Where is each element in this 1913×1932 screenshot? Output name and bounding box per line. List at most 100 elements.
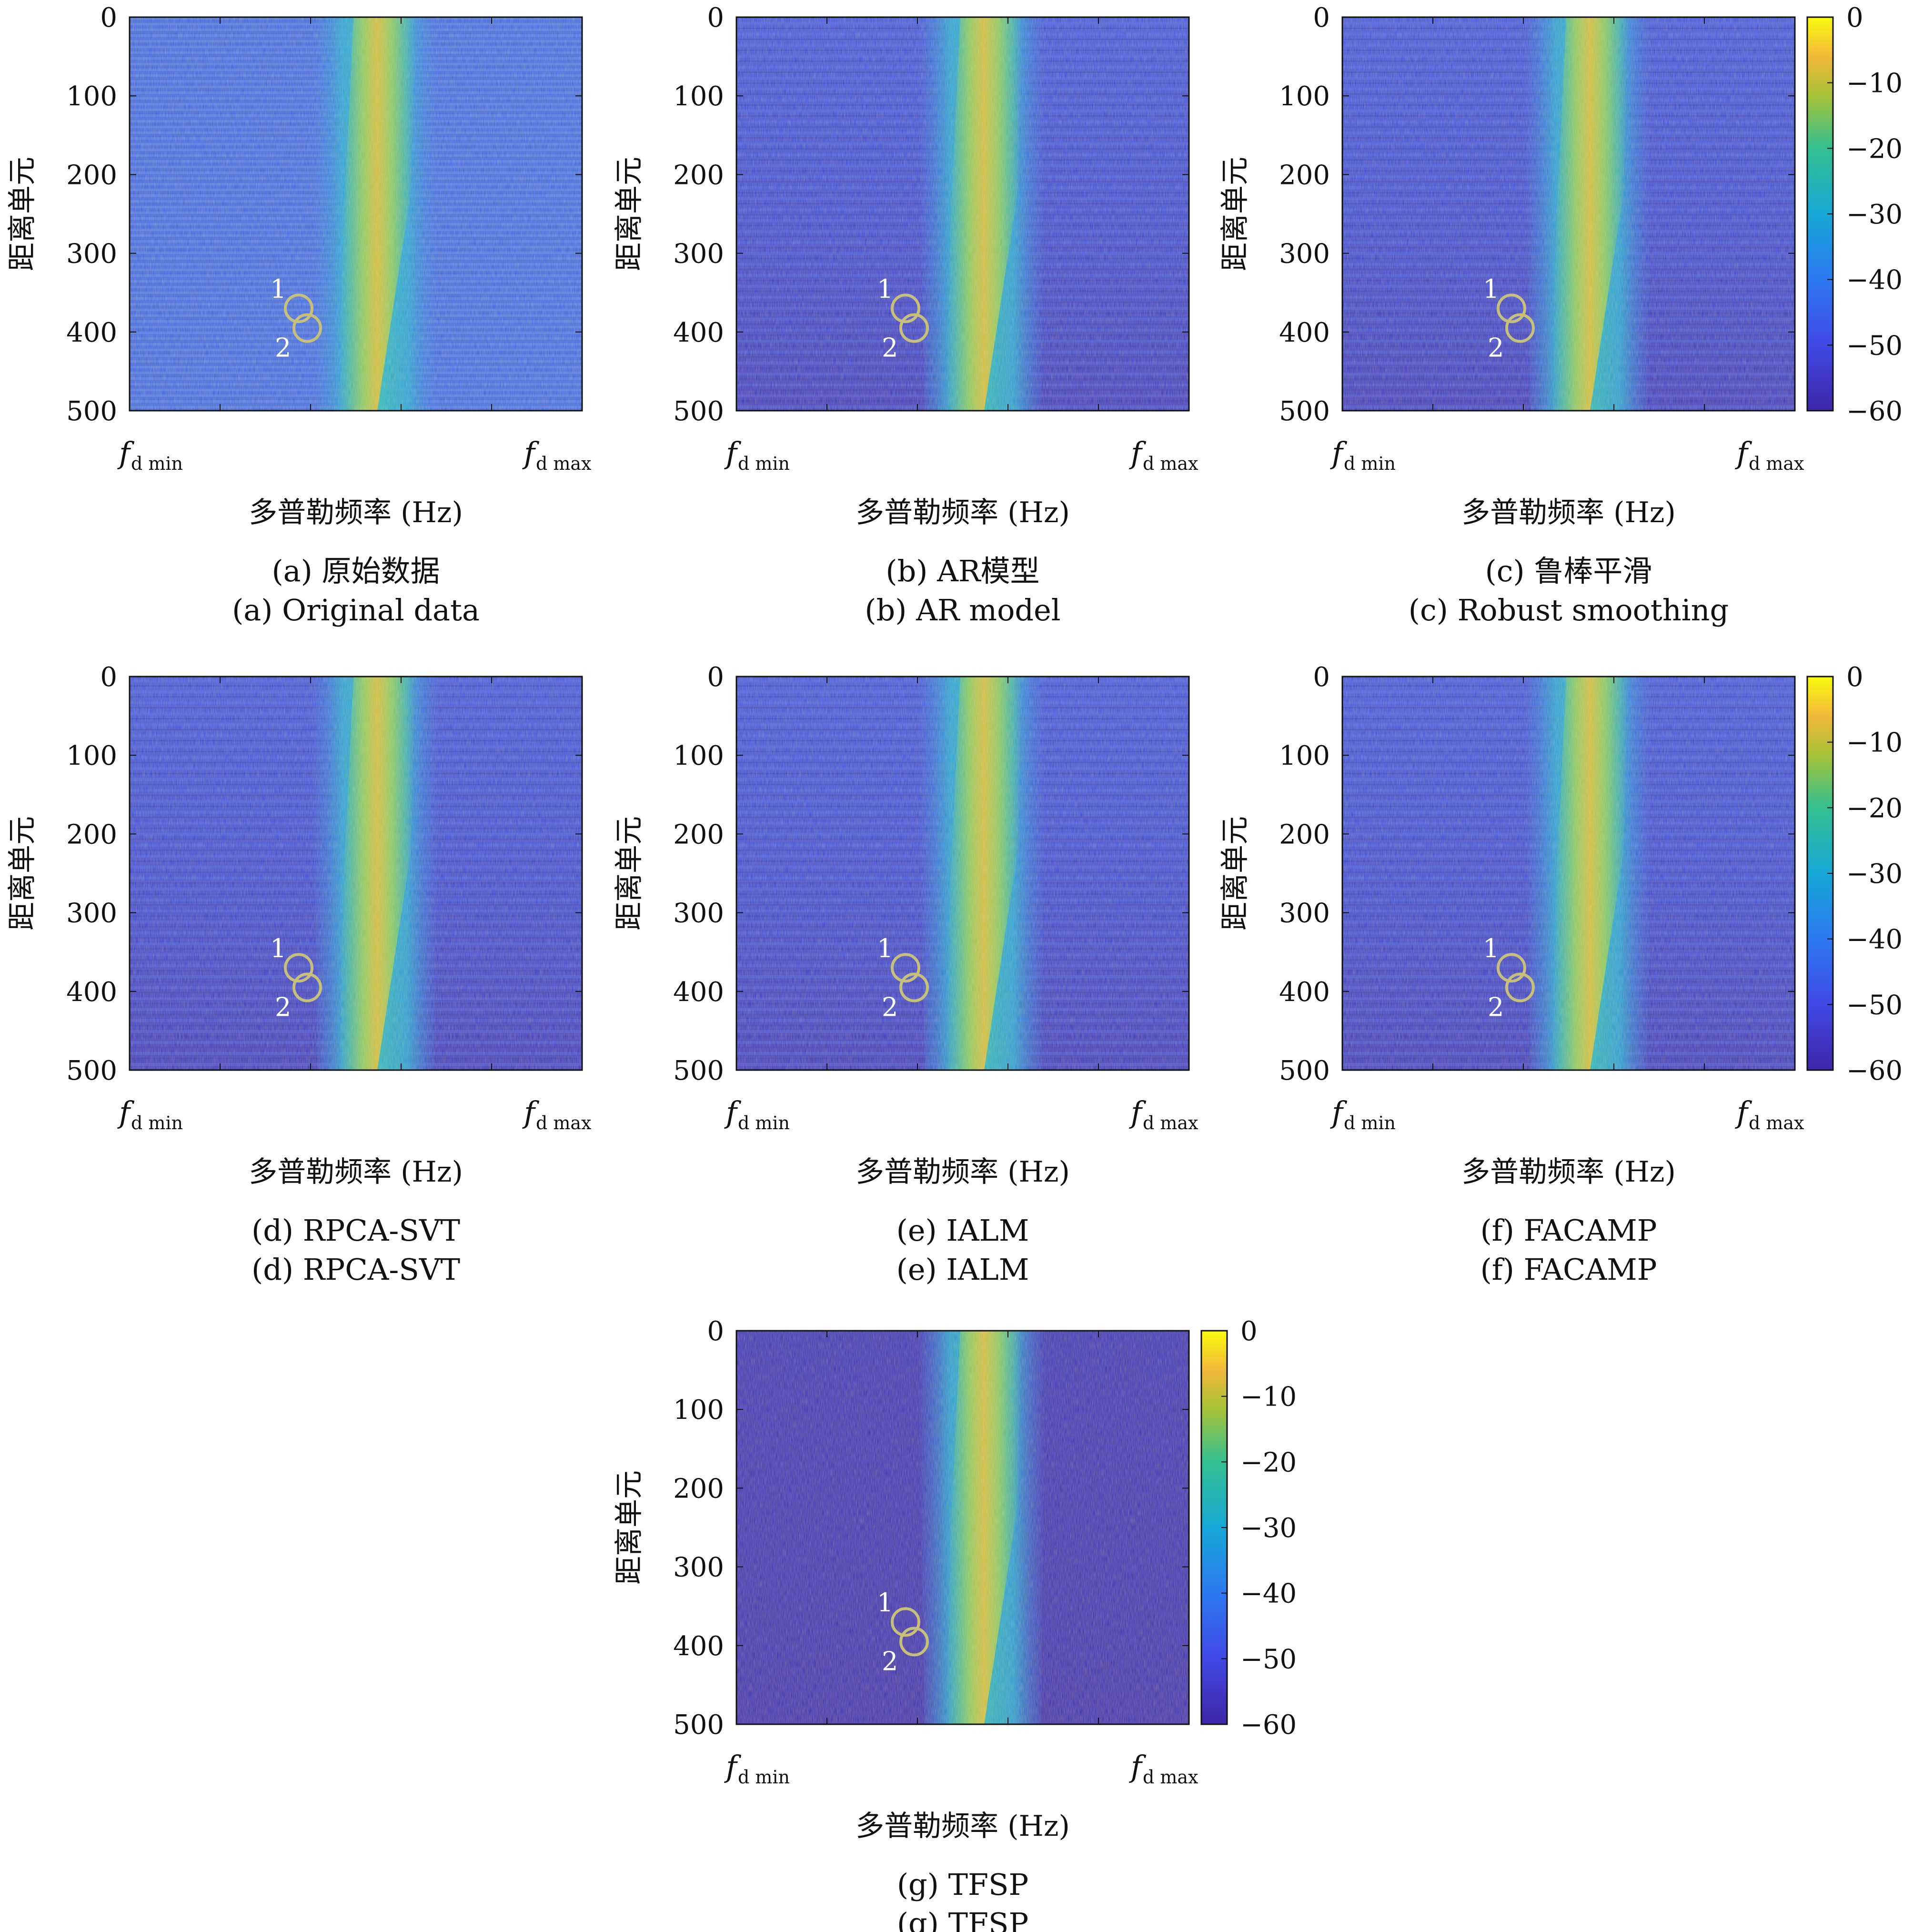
target-circle bbox=[1497, 293, 1526, 324]
y-tick-label: 300 bbox=[1279, 898, 1330, 929]
y-tick-label: 200 bbox=[673, 160, 724, 191]
clutter-band bbox=[130, 677, 582, 1070]
y-tick-label: 100 bbox=[1279, 740, 1330, 771]
y-tick-label: 400 bbox=[673, 977, 724, 1008]
y-tick-label: 500 bbox=[66, 396, 117, 427]
colorbar-tick-label: −20 bbox=[1846, 133, 1903, 164]
y-tick-label: 100 bbox=[673, 81, 724, 112]
x-tick-label-min: fd min bbox=[1330, 435, 1396, 474]
target-circle bbox=[292, 313, 322, 343]
clutter-band bbox=[1342, 677, 1795, 1070]
colorbar-tick-label: 0 bbox=[1846, 662, 1863, 693]
x-tick-label-min: fd min bbox=[724, 1095, 790, 1133]
x-axis-label: 多普勒频率 (Hz) bbox=[856, 1155, 1070, 1189]
target-circle bbox=[284, 293, 313, 324]
panel-caption-cn: (a) 原始数据 bbox=[272, 554, 440, 588]
y-tick-label: 500 bbox=[673, 1055, 724, 1086]
y-tick-label: 0 bbox=[1313, 2, 1330, 33]
panel-caption-cn: (f) FACAMP bbox=[1480, 1213, 1657, 1248]
axes-frame bbox=[1341, 676, 1796, 1071]
y-tick-label: 300 bbox=[66, 239, 117, 270]
clutter-band bbox=[736, 1331, 1189, 1724]
x-tick-label-max: fd max bbox=[1129, 1095, 1198, 1133]
axes-frame bbox=[735, 1330, 1190, 1725]
y-tick-label: 300 bbox=[1279, 239, 1330, 270]
colorbar-tick-label: −50 bbox=[1240, 1644, 1297, 1675]
y-tick-label: 200 bbox=[1279, 160, 1330, 191]
axes-frame bbox=[735, 16, 1190, 412]
x-tick-label-min: fd min bbox=[117, 1095, 183, 1133]
target-label: 1 bbox=[270, 933, 286, 963]
panel-caption-en: (a) Original data bbox=[232, 593, 480, 627]
noise-texture bbox=[736, 17, 1189, 411]
noise-texture bbox=[130, 17, 582, 411]
panel-caption-en: (b) AR model bbox=[865, 593, 1060, 627]
target-label: 1 bbox=[877, 274, 893, 304]
colorbar-tick-label: −40 bbox=[1846, 924, 1903, 955]
y-tick-label: 200 bbox=[673, 1473, 724, 1504]
target-circle bbox=[899, 1627, 929, 1657]
axes-frame bbox=[129, 16, 583, 412]
y-tick-label: 500 bbox=[66, 1055, 117, 1086]
x-tick-label-max: fd max bbox=[522, 1095, 591, 1133]
target-circle bbox=[899, 313, 929, 343]
noise-texture bbox=[130, 677, 582, 1070]
target-circle bbox=[284, 953, 313, 983]
target-label: 1 bbox=[877, 1588, 893, 1618]
y-tick-label: 400 bbox=[66, 977, 117, 1008]
y-tick-label: 500 bbox=[673, 396, 724, 427]
y-tick-label: 400 bbox=[673, 1631, 724, 1662]
noise-texture bbox=[736, 1331, 1189, 1724]
panel-caption-cn: (e) IALM bbox=[896, 1213, 1029, 1248]
target-circle bbox=[1505, 972, 1535, 1002]
axes-frame bbox=[129, 676, 583, 1071]
y-axis-label: 距离单元 bbox=[1218, 816, 1252, 931]
colorbar-tick-label: −20 bbox=[1240, 1447, 1297, 1478]
x-tick-label-min: fd min bbox=[117, 435, 183, 474]
colorbar-tick-label: −50 bbox=[1846, 990, 1903, 1021]
y-tick-label: 500 bbox=[1279, 396, 1330, 427]
target-circle bbox=[899, 972, 929, 1002]
target-label: 1 bbox=[270, 274, 286, 304]
y-tick-label: 100 bbox=[66, 740, 117, 771]
colorbar-tick-label: 0 bbox=[1846, 2, 1863, 33]
x-tick-label-max: fd max bbox=[522, 435, 591, 474]
clutter-band bbox=[130, 17, 582, 411]
target-circle bbox=[1505, 313, 1535, 343]
target-label: 2 bbox=[1488, 992, 1504, 1022]
panel-caption-cn: (b) AR模型 bbox=[886, 554, 1039, 588]
y-tick-label: 100 bbox=[673, 1395, 724, 1426]
panel-caption-en: (g) TFSP bbox=[897, 1906, 1028, 1932]
y-tick-label: 200 bbox=[673, 819, 724, 850]
clutter-band bbox=[736, 677, 1189, 1070]
target-label: 1 bbox=[877, 933, 893, 963]
x-tick-label-max: fd max bbox=[1129, 435, 1198, 474]
y-tick-label: 300 bbox=[66, 898, 117, 929]
y-tick-label: 300 bbox=[673, 898, 724, 929]
y-tick-label: 100 bbox=[1279, 81, 1330, 112]
target-circle bbox=[891, 293, 920, 324]
panel-caption-cn: (g) TFSP bbox=[897, 1867, 1028, 1902]
noise-texture bbox=[736, 677, 1189, 1070]
y-tick-label: 400 bbox=[1279, 977, 1330, 1008]
colorbar-tick-label: −30 bbox=[1846, 859, 1903, 890]
y-axis-label: 距离单元 bbox=[613, 1470, 646, 1585]
target-label: 1 bbox=[1483, 933, 1499, 963]
panel-caption-en: (f) FACAMP bbox=[1480, 1252, 1657, 1287]
y-axis-label: 距离单元 bbox=[613, 816, 646, 931]
y-tick-label: 200 bbox=[66, 819, 117, 850]
colorbar-tick-label: −10 bbox=[1240, 1382, 1297, 1413]
y-tick-label: 0 bbox=[707, 662, 724, 693]
y-axis-label: 距离单元 bbox=[1218, 157, 1252, 271]
y-tick-label: 0 bbox=[1313, 662, 1330, 693]
x-axis-label: 多普勒频率 (Hz) bbox=[1461, 1155, 1676, 1189]
y-tick-label: 400 bbox=[673, 317, 724, 348]
y-tick-label: 300 bbox=[673, 1552, 724, 1583]
y-tick-label: 0 bbox=[100, 662, 117, 693]
y-tick-label: 0 bbox=[100, 2, 117, 33]
target-circle bbox=[891, 953, 920, 983]
